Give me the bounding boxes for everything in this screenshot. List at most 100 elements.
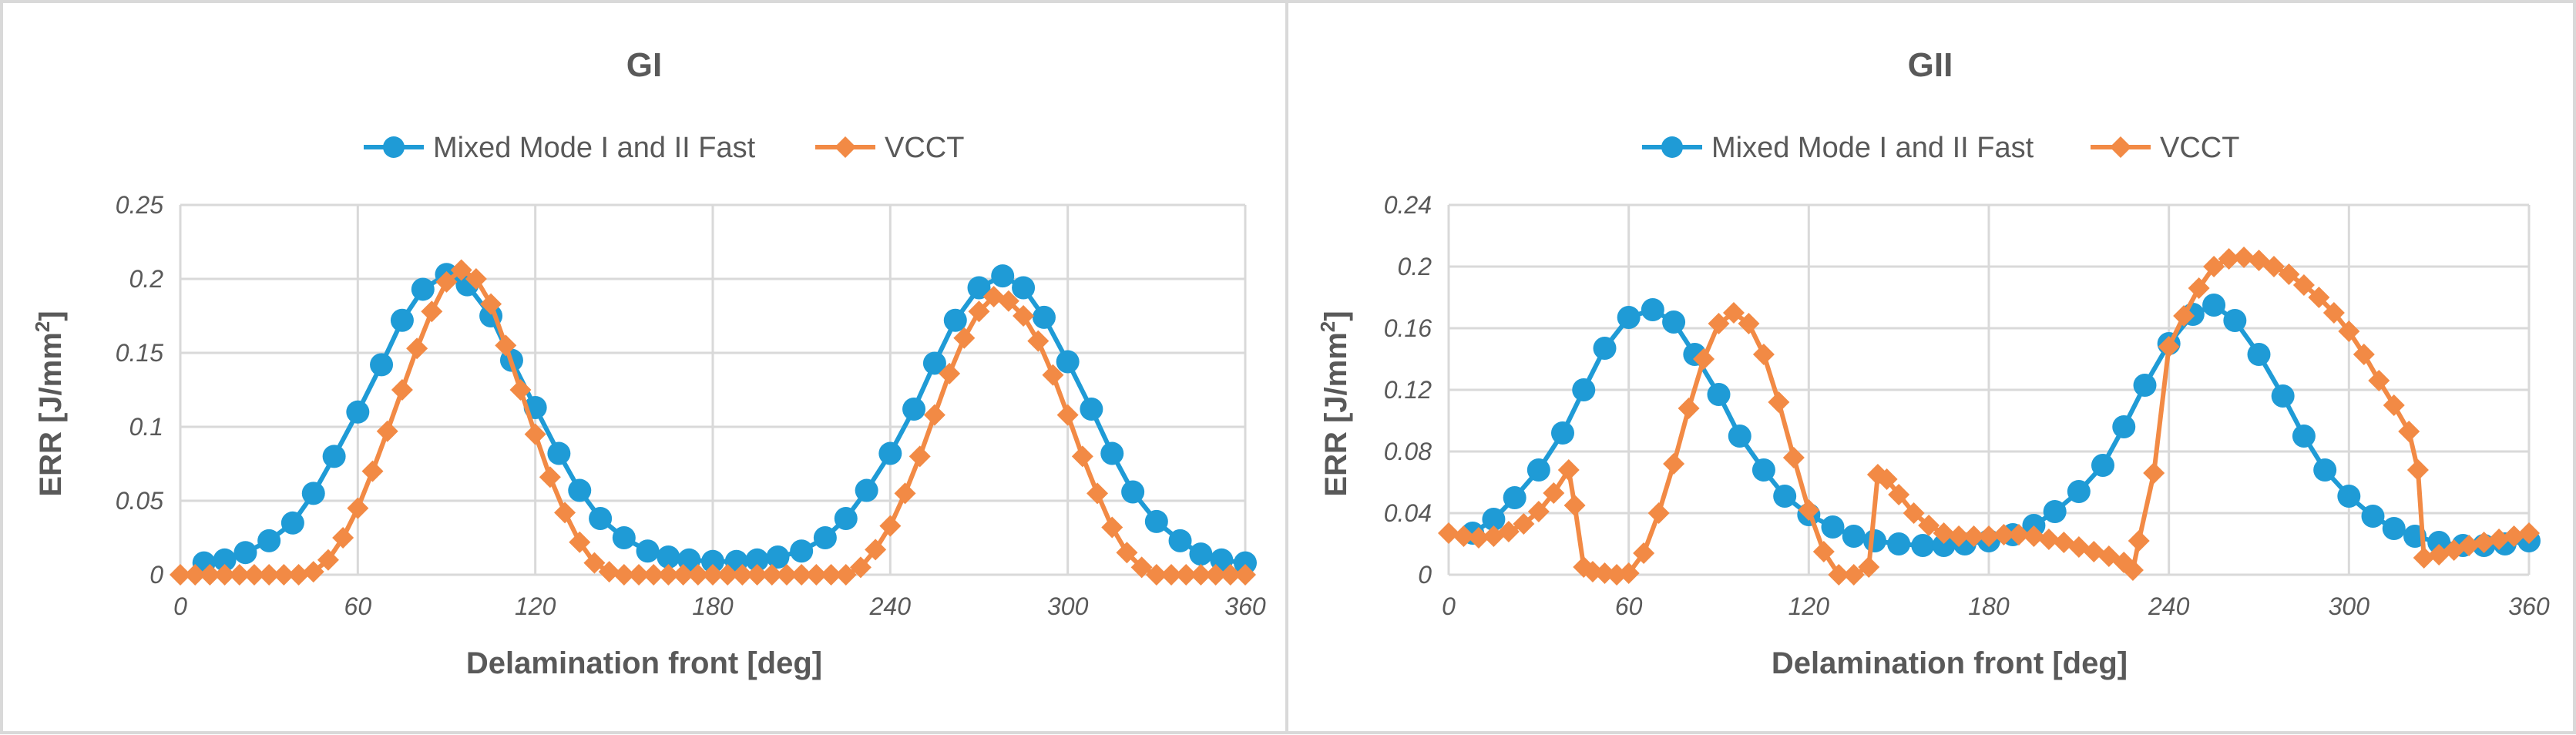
chart-panel-gii: GII Mixed Mode I and II Fast VCCT 0 0.04 0… [1285, 0, 2576, 734]
data-point-vcct [2353, 344, 2375, 365]
data-point-vcct [2173, 305, 2195, 327]
data-point-mixed [2091, 454, 2114, 477]
data-point-vcct [1130, 556, 1153, 579]
data-point-vcct [332, 527, 354, 549]
data-point-mixed [346, 400, 370, 424]
data-point-mixed [1100, 441, 1124, 465]
y-tick-label: 0.2 [1398, 253, 1432, 280]
data-point-mixed [991, 264, 1015, 288]
data-point-vcct [598, 561, 620, 583]
data-point-vcct [509, 379, 532, 401]
data-point-mixed [834, 507, 858, 531]
data-point-mixed [1526, 458, 1550, 482]
data-point-vcct [2233, 247, 2255, 268]
x-tick-label: 0 [1442, 592, 1456, 620]
data-point-vcct [1042, 364, 1064, 386]
data-point-mixed [1751, 458, 1775, 482]
data-point-vcct [2406, 459, 2429, 481]
y-axis-label-superscript: 2 [31, 321, 54, 332]
legend-label-vcct: VCCT [885, 132, 964, 164]
data-point-vcct [1933, 522, 1955, 544]
data-point-vcct [1693, 348, 1715, 370]
data-point-vcct [1617, 562, 1640, 584]
data-point-vcct [554, 502, 576, 524]
data-point-vcct [628, 564, 650, 586]
data-point-mixed [1863, 529, 1887, 552]
data-point-vcct [731, 564, 754, 586]
data-point-vcct [170, 564, 191, 586]
data-point-mixed [766, 545, 790, 569]
data-point-vcct [2398, 421, 2420, 442]
data-point-vcct [361, 460, 384, 482]
data-point-mixed [1932, 534, 1956, 557]
data-point-mixed [1550, 421, 1574, 445]
y-tick-label: 0.2 [129, 265, 164, 293]
y-axis-label-end: ] [1319, 310, 1353, 321]
data-point-vcct [2037, 529, 2060, 550]
data-point-mixed [1728, 425, 1751, 448]
x-axis-label: Delamination front [deg] [466, 646, 822, 680]
data-point-vcct [2458, 535, 2480, 556]
data-point-mixed [322, 445, 346, 468]
data-point-vcct [657, 564, 680, 586]
data-point-vcct [2262, 256, 2285, 277]
plot-area: 0 0.05 0.1 0.15 0.2 0.25 0 60 120 180 240 300 360 [116, 191, 1266, 620]
data-point-vcct [968, 300, 990, 323]
chart-gi-svg: GI Mixed Mode I and II Fast VCCT 0 0.05 0.… [31, 46, 1266, 680]
data-point-vcct [1145, 564, 1167, 586]
data-point-vcct [2413, 547, 2435, 569]
y-tick-label: 0 [1418, 561, 1432, 589]
data-point-vcct [213, 564, 236, 586]
data-point-mixed [2271, 384, 2295, 408]
data-point-mixed [1617, 306, 1641, 329]
data-point-vcct [480, 293, 502, 315]
data-point-mixed [2382, 517, 2406, 540]
x-tick-label: 300 [2329, 592, 2370, 620]
data-point-vcct [1219, 564, 1241, 586]
y-axis-label-main: ERR [J/mm [1319, 332, 1353, 496]
data-point-mixed [2292, 425, 2316, 448]
data-point-mixed [1144, 509, 1168, 533]
data-point-mixed [1234, 551, 1257, 575]
data-point-mixed [1707, 383, 1731, 406]
data-point-mixed [878, 441, 902, 465]
data-point-vcct [1234, 564, 1256, 586]
data-point-vcct [258, 564, 280, 586]
data-point-vcct [2007, 524, 2030, 545]
data-point-vcct [1782, 447, 1805, 468]
data-point-mixed [701, 549, 724, 573]
data-point-mixed [1080, 397, 1103, 421]
data-point-mixed [2361, 505, 2385, 528]
data-point-vcct [1633, 542, 1655, 564]
data-point-vcct [1798, 499, 1820, 521]
data-point-vcct [421, 300, 443, 323]
data-point-vcct [1204, 564, 1227, 586]
data-point-mixed [2043, 500, 2067, 523]
data-point-vcct [1594, 562, 1616, 584]
data-point-vcct [894, 482, 916, 505]
data-point-mixed [745, 548, 769, 572]
data-point-vcct [1722, 302, 1745, 324]
data-point-vcct [2143, 462, 2165, 484]
x-tick-label: 120 [1788, 592, 1830, 620]
y-tick-label: 0.04 [1384, 499, 1432, 527]
data-point-mixed [568, 478, 592, 502]
data-point-vcct [2473, 532, 2495, 553]
x-tick-label: 180 [1968, 592, 2010, 620]
data-point-vcct [2383, 394, 2405, 416]
data-point-mixed [1121, 480, 1145, 504]
data-point-vcct [613, 564, 635, 586]
data-point-vcct [2503, 525, 2525, 547]
data-point-mixed [257, 529, 281, 552]
data-point-vcct [820, 564, 842, 586]
data-point-vcct [2488, 529, 2511, 550]
data-point-mixed [1012, 276, 1036, 300]
data-point-mixed [2112, 415, 2136, 438]
data-point-mixed [1911, 534, 1935, 557]
data-point-vcct [184, 564, 207, 586]
x-axis-label: Delamination front [deg] [1772, 646, 2128, 680]
data-point-mixed [967, 276, 991, 300]
data-point-vcct [1175, 564, 1197, 586]
data-point-mixed [589, 507, 613, 531]
